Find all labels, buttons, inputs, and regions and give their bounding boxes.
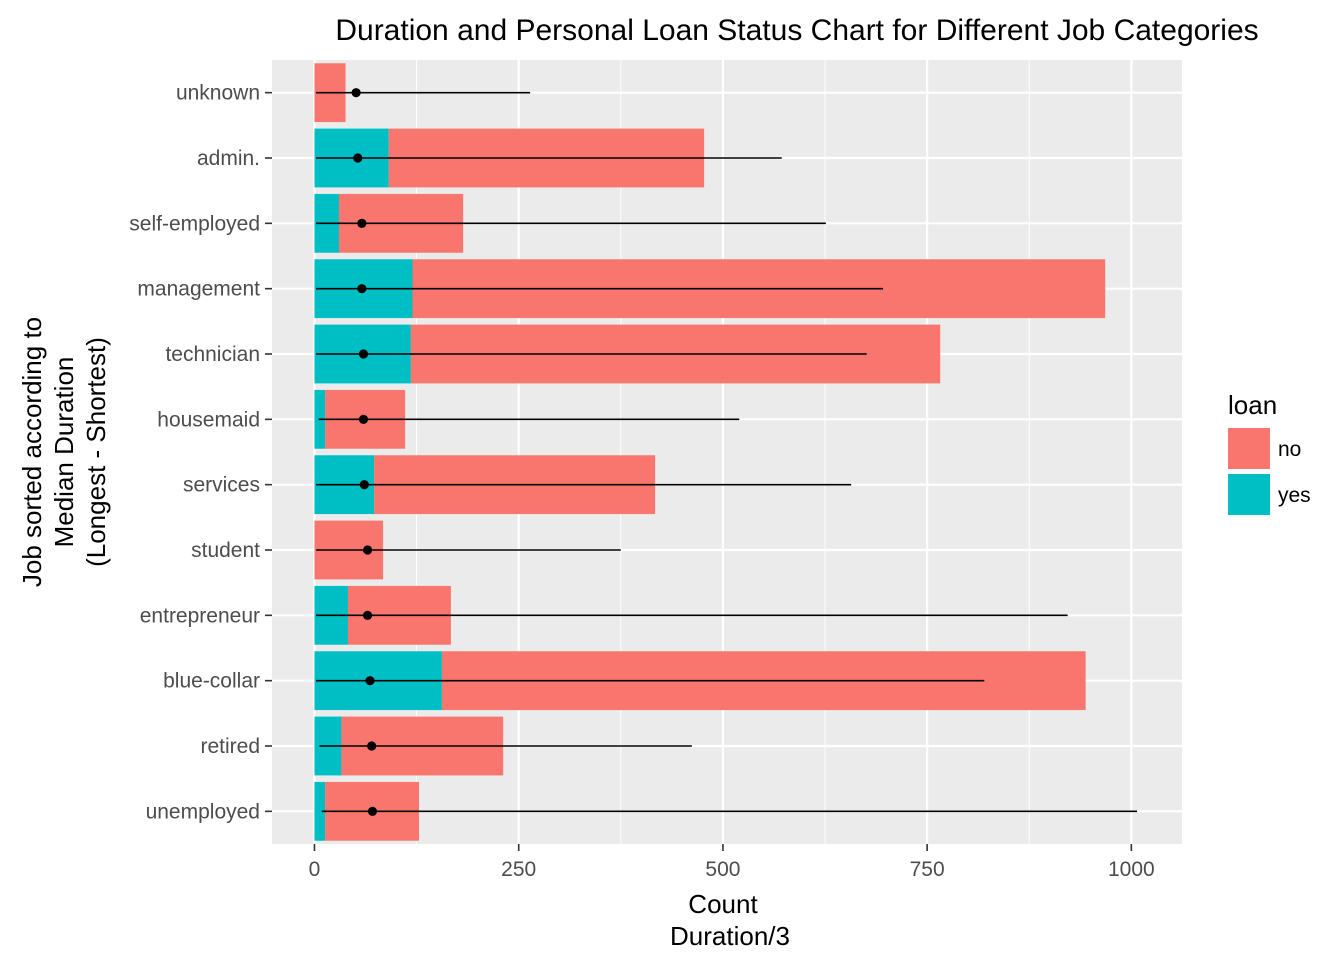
y-tick-label-self-employed: self-employed [129, 212, 260, 235]
x-tick-label-1000: 1000 [1108, 858, 1155, 881]
y-tick-label-student: student [191, 539, 260, 562]
duration-median-self-employed [357, 218, 367, 228]
legend-key-yes [1228, 474, 1270, 515]
legend: loan no yes [1228, 390, 1311, 515]
legend-label-yes: yes [1278, 484, 1311, 507]
duration-median-student [362, 545, 373, 555]
duration-ranges [316, 88, 1138, 816]
duration-median-management [357, 284, 367, 294]
legend-title: loan [1228, 390, 1277, 420]
y-axis-title-line-1: Job sorted according to [17, 317, 47, 587]
y-tick-label-unemployed: unemployed [146, 800, 260, 823]
duration-median-unemployed [367, 806, 378, 816]
y-axis-title-line-3: (Longest - Shortest) [81, 337, 111, 567]
duration-median-services [359, 480, 369, 490]
y-tick-label-entrepreneur: entrepreneur [140, 604, 260, 627]
duration-median-retired [367, 741, 377, 751]
x-axis: 0 250 500 750 1000 [309, 844, 1155, 881]
grid-minor [416, 60, 1030, 844]
legend-key-no [1228, 428, 1270, 469]
y-tick-label-retired: retired [200, 735, 260, 758]
x-axis-title-count: Count [688, 889, 758, 919]
plot-panel [272, 60, 1182, 844]
x-tick-label-0: 0 [309, 858, 321, 881]
legend-label-no: no [1278, 438, 1301, 461]
bar-yes-unemployed [314, 781, 326, 841]
y-axis-title: Job sorted according to Median Duration … [17, 317, 111, 587]
duration-median-technician [358, 349, 369, 359]
y-tick-label-services: services [183, 474, 260, 497]
y-tick-label-housemaid: housemaid [157, 408, 260, 431]
y-tick-label-unknown: unknown [176, 82, 260, 105]
y-tick-label-management: management [137, 278, 260, 301]
duration-median-admin. [353, 153, 363, 163]
y-axis-title-line-2: Median Duration [49, 357, 79, 548]
duration-median-unknown [351, 88, 361, 98]
y-tick-label-technician: technician [165, 343, 260, 366]
x-tick-label-500: 500 [705, 858, 740, 881]
duration-median-blue-collar [365, 676, 375, 686]
duration-median-entrepreneur [362, 610, 373, 620]
x-axis-title-duration: Duration/3 [670, 921, 790, 951]
plot-area [272, 60, 1182, 844]
y-tick-label-blue-collar: blue-collar [163, 670, 260, 693]
chart-title: Duration and Personal Loan Status Chart … [335, 14, 1258, 47]
y-axis: unknown admin. self-employed management tech… [129, 82, 272, 823]
duration-median-housemaid [358, 414, 369, 424]
x-tick-label-250: 250 [501, 858, 536, 881]
y-tick-label-admin.: admin. [197, 147, 260, 170]
x-tick-label-750: 750 [910, 858, 945, 881]
